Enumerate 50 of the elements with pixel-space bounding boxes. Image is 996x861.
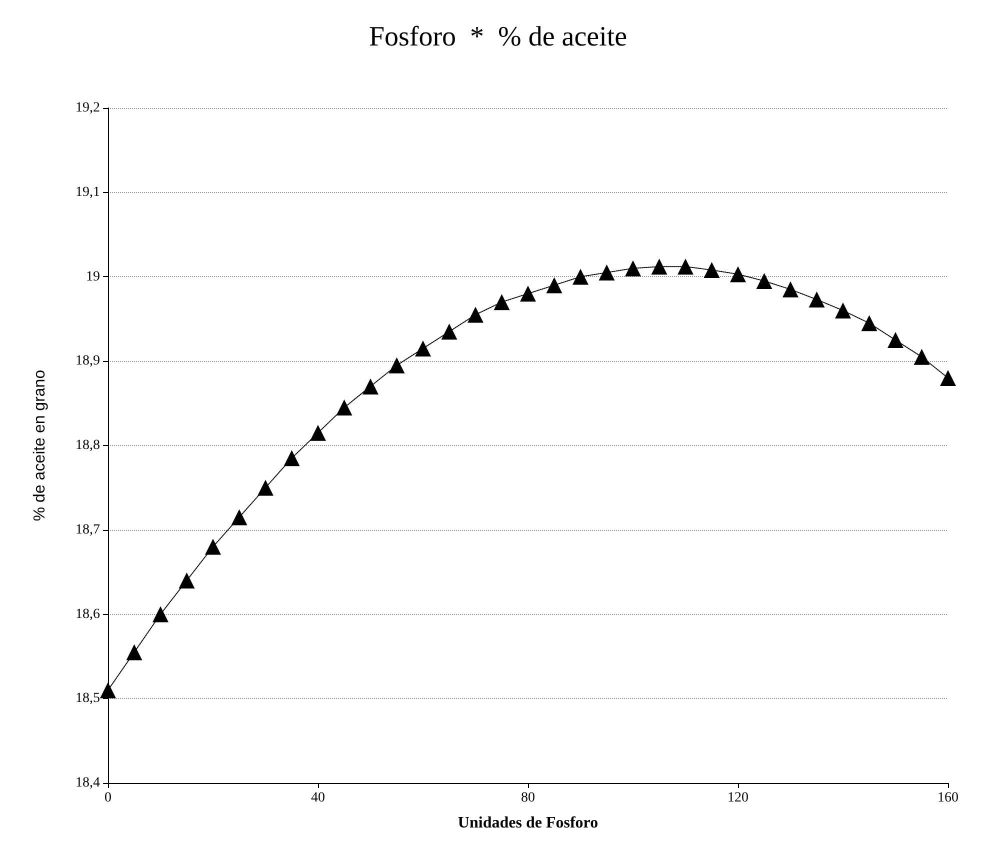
point (100, 682, 116, 698)
point (468, 306, 484, 323)
y-tick-label: 18,5 (76, 691, 100, 706)
point (914, 348, 930, 365)
point (310, 424, 326, 441)
point (678, 258, 694, 275)
point (730, 266, 746, 282)
point (598, 264, 615, 281)
y-tick-label: 18,7 (76, 522, 100, 538)
point (336, 400, 352, 416)
x-tick-label: 80 (521, 790, 535, 806)
y-tick-label: 19,1 (76, 184, 100, 200)
x-tick-label: 120 (728, 790, 748, 806)
y-tick-label: 18,4 (76, 776, 100, 790)
point (494, 294, 510, 310)
point (782, 281, 798, 298)
y-tick-label: 18,6 (76, 606, 100, 622)
y-tick-label: 18,8 (76, 438, 100, 453)
y-tick-label: 18,9 (76, 354, 100, 369)
point (231, 509, 248, 526)
point (888, 332, 904, 348)
x-axis-title: Unidades de Fosforo (458, 814, 598, 832)
point (362, 378, 378, 394)
point (126, 644, 142, 660)
point (625, 260, 641, 276)
y-tick-label: 19,2 (76, 100, 100, 116)
point (808, 292, 825, 308)
point (284, 450, 300, 466)
point (178, 572, 195, 588)
point (258, 480, 274, 496)
point (572, 268, 588, 285)
point (835, 302, 851, 318)
point (861, 315, 878, 332)
x-tick-label: 40 (311, 790, 325, 806)
point (651, 258, 668, 275)
point (205, 538, 221, 555)
y-axis-title: % de aceite en grano (32, 370, 48, 522)
point (520, 286, 536, 302)
point (388, 357, 405, 374)
x-tick-label: 0 (104, 790, 112, 806)
point (441, 324, 458, 340)
point (415, 340, 431, 356)
x-tick-label: 160 (938, 790, 958, 806)
y-tick-label: 19 (86, 269, 100, 284)
chart-title: Fosforo * % de aceite (368, 22, 628, 52)
point (756, 272, 772, 289)
point (546, 277, 562, 294)
point (704, 262, 720, 278)
point (940, 370, 956, 386)
point (152, 606, 168, 622)
